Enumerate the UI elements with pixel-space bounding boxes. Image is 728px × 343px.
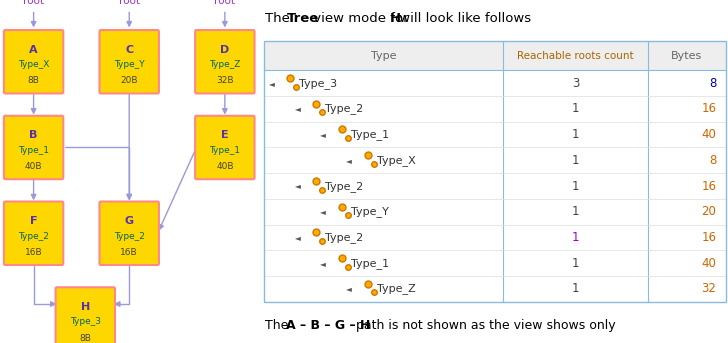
FancyBboxPatch shape bbox=[4, 116, 63, 179]
Text: 1: 1 bbox=[571, 283, 579, 295]
Text: 16B: 16B bbox=[25, 248, 42, 257]
Text: Type_2: Type_2 bbox=[325, 181, 363, 191]
Text: H: H bbox=[81, 302, 90, 312]
Text: 8B: 8B bbox=[79, 334, 91, 343]
Text: 8: 8 bbox=[709, 77, 716, 90]
Text: 16: 16 bbox=[701, 231, 716, 244]
Text: root: root bbox=[214, 0, 235, 6]
Text: Tree: Tree bbox=[287, 12, 320, 25]
Text: Type_3: Type_3 bbox=[299, 78, 337, 88]
Text: The: The bbox=[266, 319, 293, 332]
Text: view mode for: view mode for bbox=[309, 12, 413, 25]
Text: ◄: ◄ bbox=[347, 284, 352, 294]
Text: E: E bbox=[221, 130, 229, 141]
Text: 1: 1 bbox=[571, 154, 579, 167]
Text: B: B bbox=[29, 130, 38, 141]
FancyBboxPatch shape bbox=[4, 30, 63, 94]
FancyBboxPatch shape bbox=[100, 30, 159, 94]
Text: 16: 16 bbox=[701, 180, 716, 192]
Text: path is not shown as the view shows only: path is not shown as the view shows only bbox=[352, 319, 615, 332]
Text: Type_X: Type_X bbox=[18, 60, 50, 69]
FancyBboxPatch shape bbox=[195, 116, 255, 179]
Text: G: G bbox=[124, 216, 134, 226]
Text: C: C bbox=[125, 45, 133, 55]
Text: H: H bbox=[389, 12, 401, 25]
Text: ◄: ◄ bbox=[269, 79, 274, 88]
Text: Bytes: Bytes bbox=[671, 51, 703, 61]
Bar bbox=[264, 41, 726, 302]
Text: Type_Y: Type_Y bbox=[114, 60, 145, 69]
Text: A: A bbox=[29, 45, 38, 55]
Text: Type: Type bbox=[371, 51, 396, 61]
Text: Type_X: Type_X bbox=[377, 155, 416, 166]
Text: ◄: ◄ bbox=[295, 181, 301, 191]
Text: 20: 20 bbox=[701, 205, 716, 218]
Text: Type_1: Type_1 bbox=[210, 146, 240, 155]
Text: Reachable roots count: Reachable roots count bbox=[517, 51, 633, 61]
Text: ◄: ◄ bbox=[320, 207, 326, 216]
Text: 40B: 40B bbox=[25, 162, 42, 171]
Text: Type_2: Type_2 bbox=[18, 232, 49, 241]
Text: F: F bbox=[30, 216, 37, 226]
FancyBboxPatch shape bbox=[4, 202, 63, 265]
Text: Type_Y: Type_Y bbox=[351, 206, 389, 217]
Text: root: root bbox=[119, 0, 140, 6]
Text: ◄: ◄ bbox=[347, 156, 352, 165]
Text: 16B: 16B bbox=[120, 248, 138, 257]
Bar bbox=[264, 41, 726, 70]
Text: 32B: 32B bbox=[216, 76, 234, 85]
Text: Type_Z: Type_Z bbox=[377, 284, 416, 294]
Text: ◄: ◄ bbox=[320, 130, 326, 139]
Text: 40B: 40B bbox=[216, 162, 234, 171]
Text: 1: 1 bbox=[571, 128, 579, 141]
Text: 40: 40 bbox=[701, 128, 716, 141]
Text: ◄: ◄ bbox=[295, 104, 301, 114]
Text: Type_1: Type_1 bbox=[351, 129, 389, 140]
Text: 32: 32 bbox=[701, 283, 716, 295]
Text: 40: 40 bbox=[701, 257, 716, 270]
FancyBboxPatch shape bbox=[195, 30, 255, 94]
Text: 1: 1 bbox=[571, 257, 579, 270]
FancyBboxPatch shape bbox=[100, 202, 159, 265]
Text: 1: 1 bbox=[571, 103, 579, 115]
Text: Type_Z: Type_Z bbox=[209, 60, 240, 69]
Text: 20B: 20B bbox=[120, 76, 138, 85]
Text: 1: 1 bbox=[571, 180, 579, 192]
Text: The: The bbox=[266, 12, 295, 25]
Text: 16: 16 bbox=[701, 103, 716, 115]
Text: 1: 1 bbox=[571, 205, 579, 218]
Text: A – B – G – H: A – B – G – H bbox=[286, 319, 370, 332]
Text: Type_1: Type_1 bbox=[351, 258, 389, 269]
Text: Type_2: Type_2 bbox=[325, 104, 363, 114]
Text: D: D bbox=[220, 45, 229, 55]
Text: 1: 1 bbox=[571, 231, 579, 244]
Text: Type_1: Type_1 bbox=[18, 146, 49, 155]
Text: will look like follows: will look like follows bbox=[395, 12, 531, 25]
Text: 8: 8 bbox=[709, 154, 716, 167]
Text: ◄: ◄ bbox=[320, 259, 326, 268]
Text: Type_2: Type_2 bbox=[114, 232, 145, 241]
Text: Type_3: Type_3 bbox=[70, 318, 100, 327]
FancyBboxPatch shape bbox=[55, 287, 115, 343]
Text: ◄: ◄ bbox=[295, 233, 301, 242]
Text: 8B: 8B bbox=[28, 76, 39, 85]
Text: Type_2: Type_2 bbox=[325, 232, 363, 243]
Text: root: root bbox=[23, 0, 44, 6]
Text: 3: 3 bbox=[571, 77, 579, 90]
